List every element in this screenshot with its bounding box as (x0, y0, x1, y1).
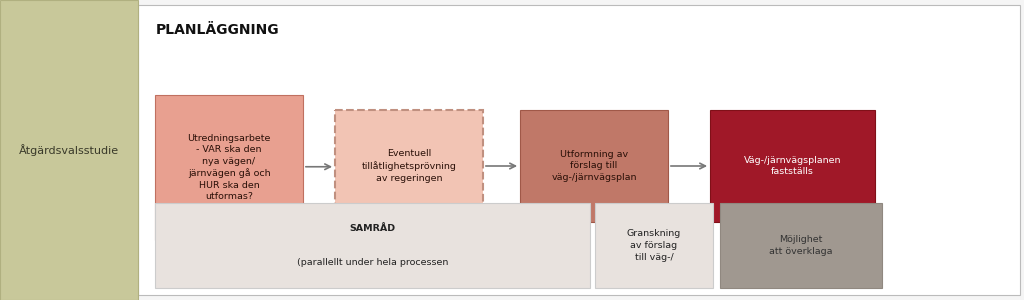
FancyBboxPatch shape (0, 0, 138, 300)
Text: (parallellt under hela processen: (parallellt under hela processen (297, 258, 449, 267)
Text: Utredningsarbete
- VAR ska den
nya vägen/
järnvägen gå och
HUR ska den
utformas?: Utredningsarbete - VAR ska den nya vägen… (187, 134, 270, 201)
FancyBboxPatch shape (138, 5, 1020, 295)
Text: Eventuell
tillåtlighetsprövning
av regeringen: Eventuell tillåtlighetsprövning av reger… (361, 149, 457, 182)
FancyBboxPatch shape (720, 203, 882, 288)
FancyBboxPatch shape (520, 110, 668, 222)
Text: SAMRÅD: SAMRÅD (349, 224, 395, 233)
FancyBboxPatch shape (335, 110, 483, 222)
Text: Åtgärdsvalsstudie: Åtgärdsvalsstudie (18, 144, 119, 156)
Text: Möjlighet
att överklaga: Möjlighet att överklaga (769, 235, 833, 256)
Text: Utformning av
förslag till
väg-/järnvägsplan: Utformning av förslag till väg-/järnvägs… (551, 150, 637, 182)
FancyBboxPatch shape (155, 95, 303, 240)
FancyBboxPatch shape (710, 110, 874, 222)
FancyBboxPatch shape (155, 203, 590, 288)
Text: Granskning
av förslag
till väg-/: Granskning av förslag till väg-/ (627, 229, 681, 262)
Text: Väg-/järnvägsplanen
fastställs: Väg-/järnvägsplanen fastställs (743, 156, 842, 176)
FancyBboxPatch shape (595, 203, 713, 288)
Text: PLANLÄGGNING: PLANLÄGGNING (156, 23, 280, 37)
